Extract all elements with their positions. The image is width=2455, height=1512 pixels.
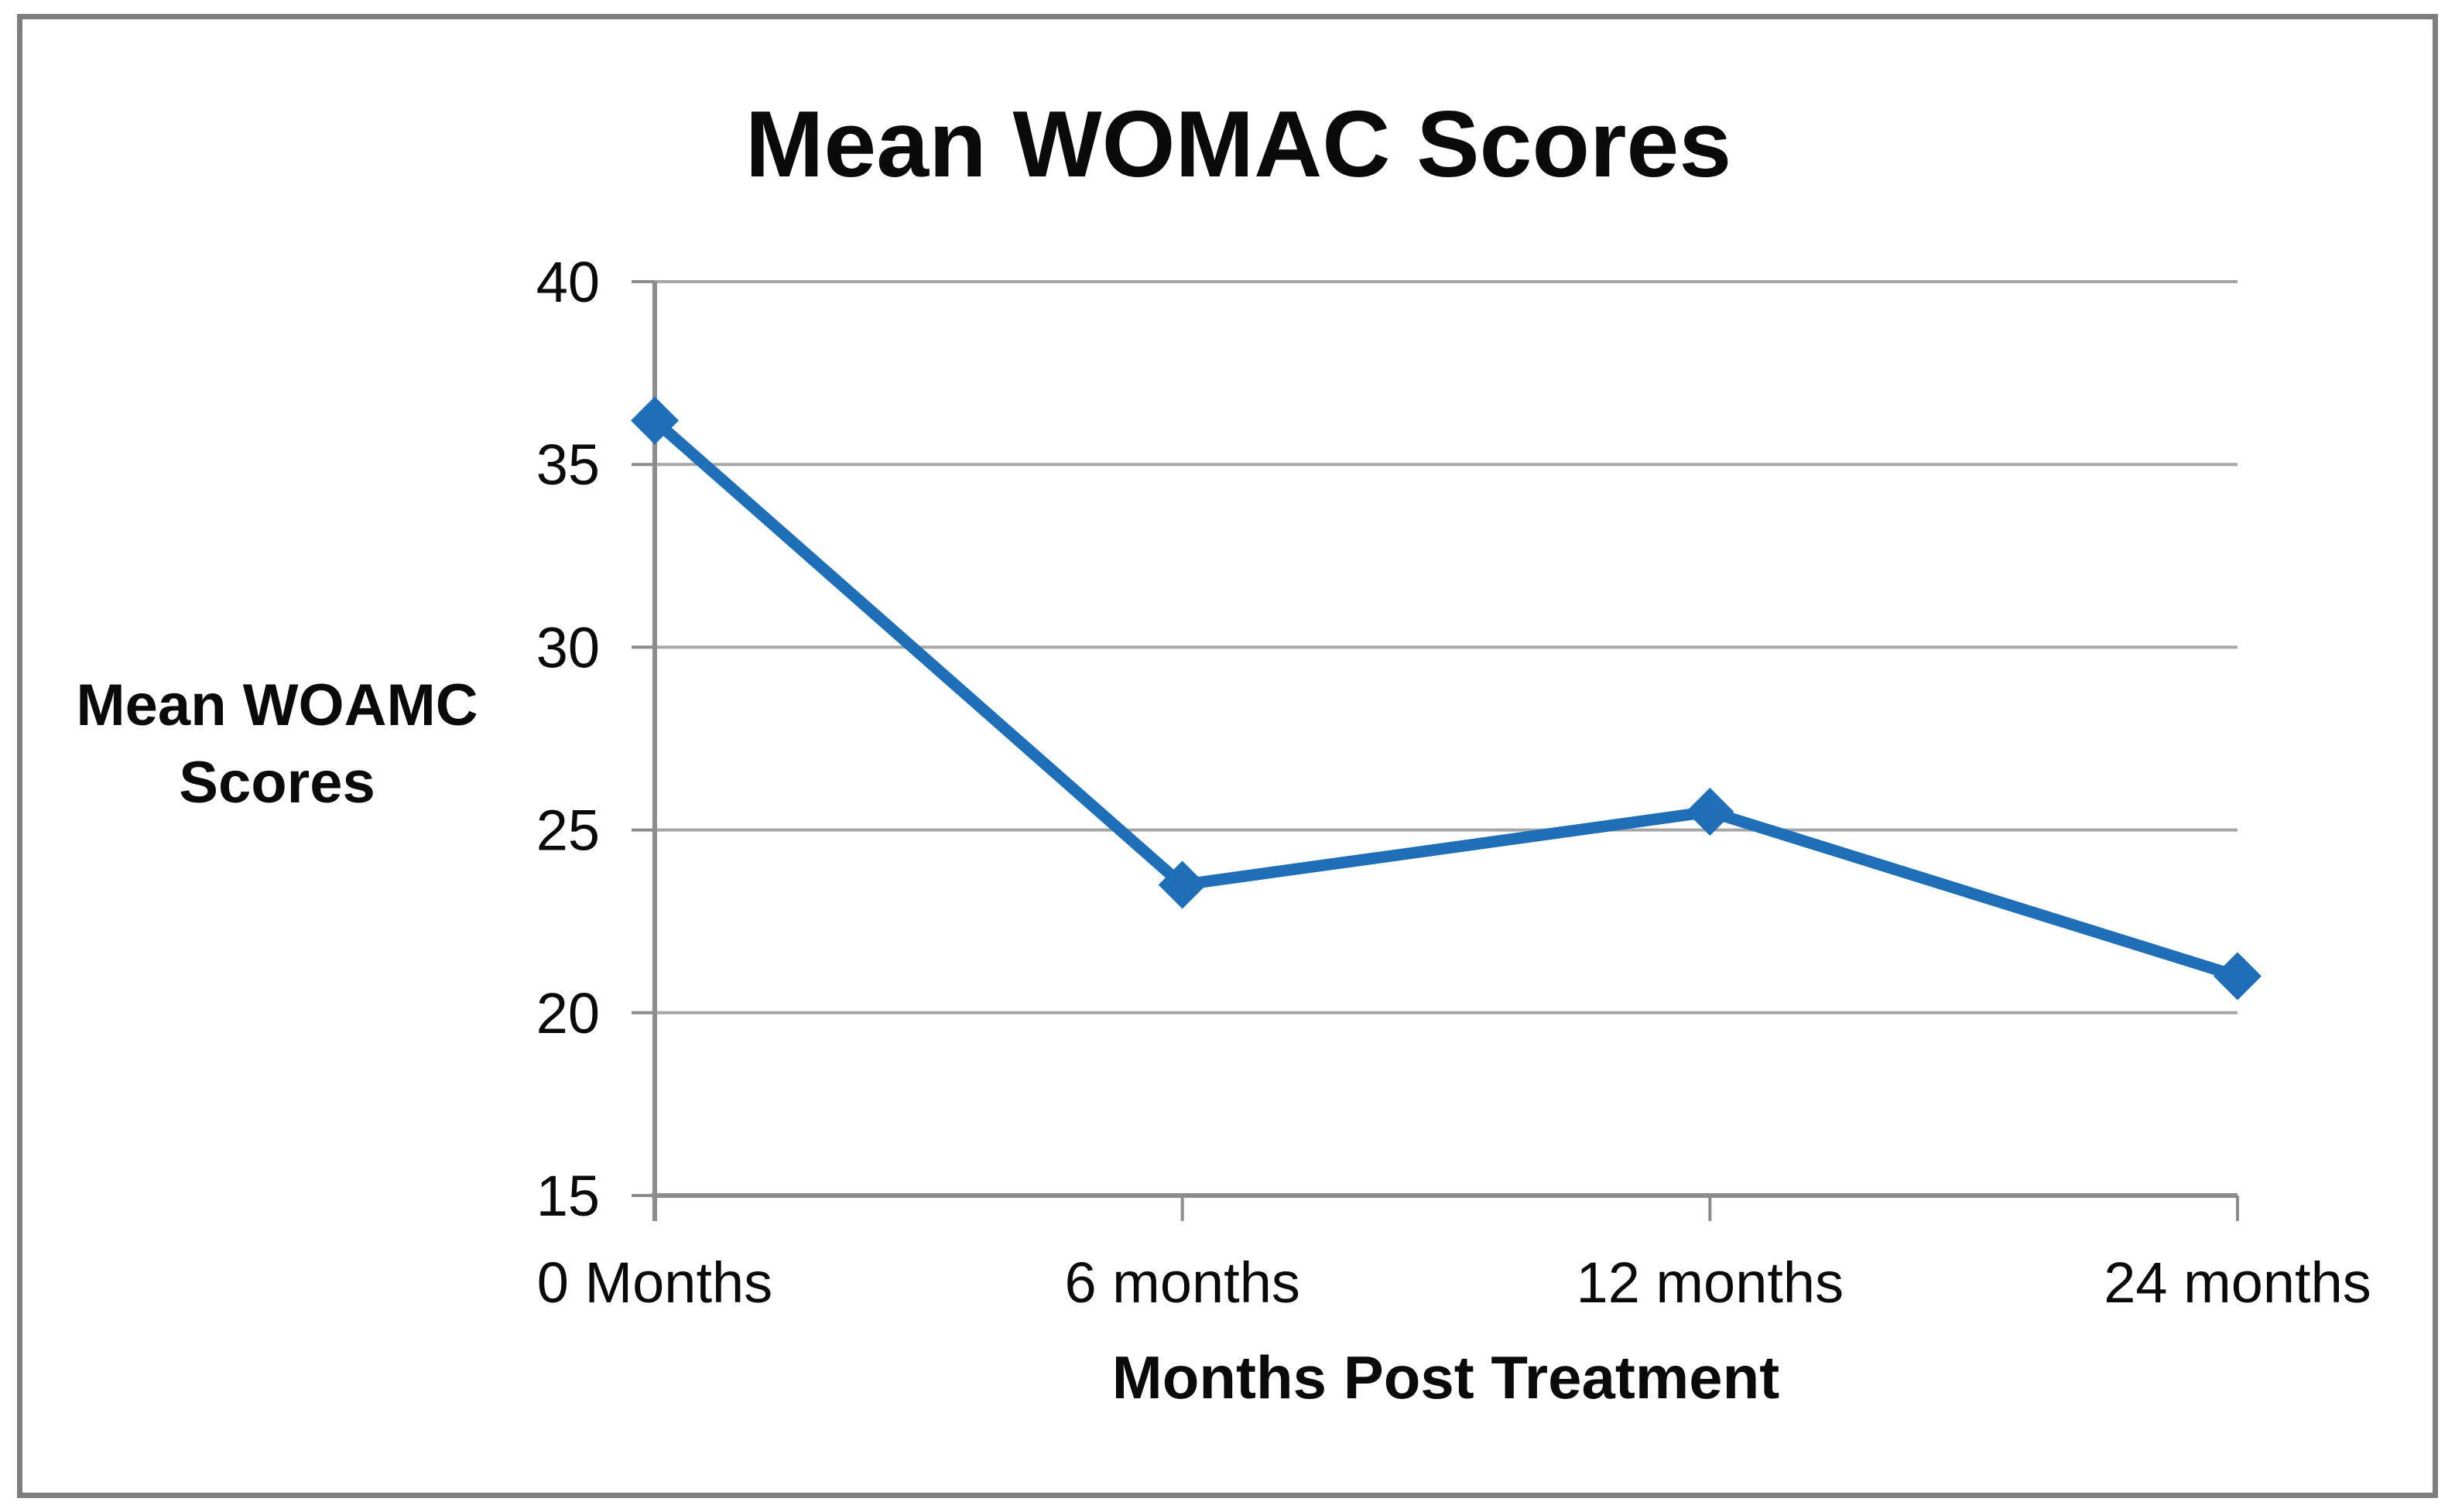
x-category-label-0: 0 Months xyxy=(537,1250,772,1315)
data-point-marker-0 xyxy=(631,396,679,445)
data-point-marker-3 xyxy=(2214,952,2262,1001)
x-axis-title: Months Post Treatment xyxy=(1112,1343,1779,1411)
y-tick-label-25: 25 xyxy=(536,799,600,863)
y-tick-label-35: 35 xyxy=(536,433,600,497)
x-category-label-1: 6 months xyxy=(1064,1250,1299,1315)
figure-border xyxy=(17,14,2438,1498)
y-tick-label-20: 20 xyxy=(536,981,600,1045)
series-layer xyxy=(631,396,2262,1001)
data-point-marker-2 xyxy=(1686,787,1734,836)
y-tick-label-15: 15 xyxy=(536,1164,600,1228)
y-axis-title-line2: Scores xyxy=(179,750,375,816)
y-tick-label-40: 40 xyxy=(536,250,600,314)
y-tick-label-30: 30 xyxy=(536,615,600,679)
label-layer: 15 20 25 30 35 40 0 Months 6 months 12 months 24 … xyxy=(536,250,2371,1315)
grid-layer xyxy=(632,280,2239,1221)
x-category-label-3: 24 months xyxy=(2104,1250,2371,1315)
series-line xyxy=(651,416,2240,982)
chart-title: Mean WOMAC Scores xyxy=(745,91,1731,197)
data-point-marker-1 xyxy=(1158,860,1207,909)
y-axis-title-line1: Mean WOAMC xyxy=(76,672,478,738)
x-category-label-2: 12 months xyxy=(1577,1250,1844,1315)
